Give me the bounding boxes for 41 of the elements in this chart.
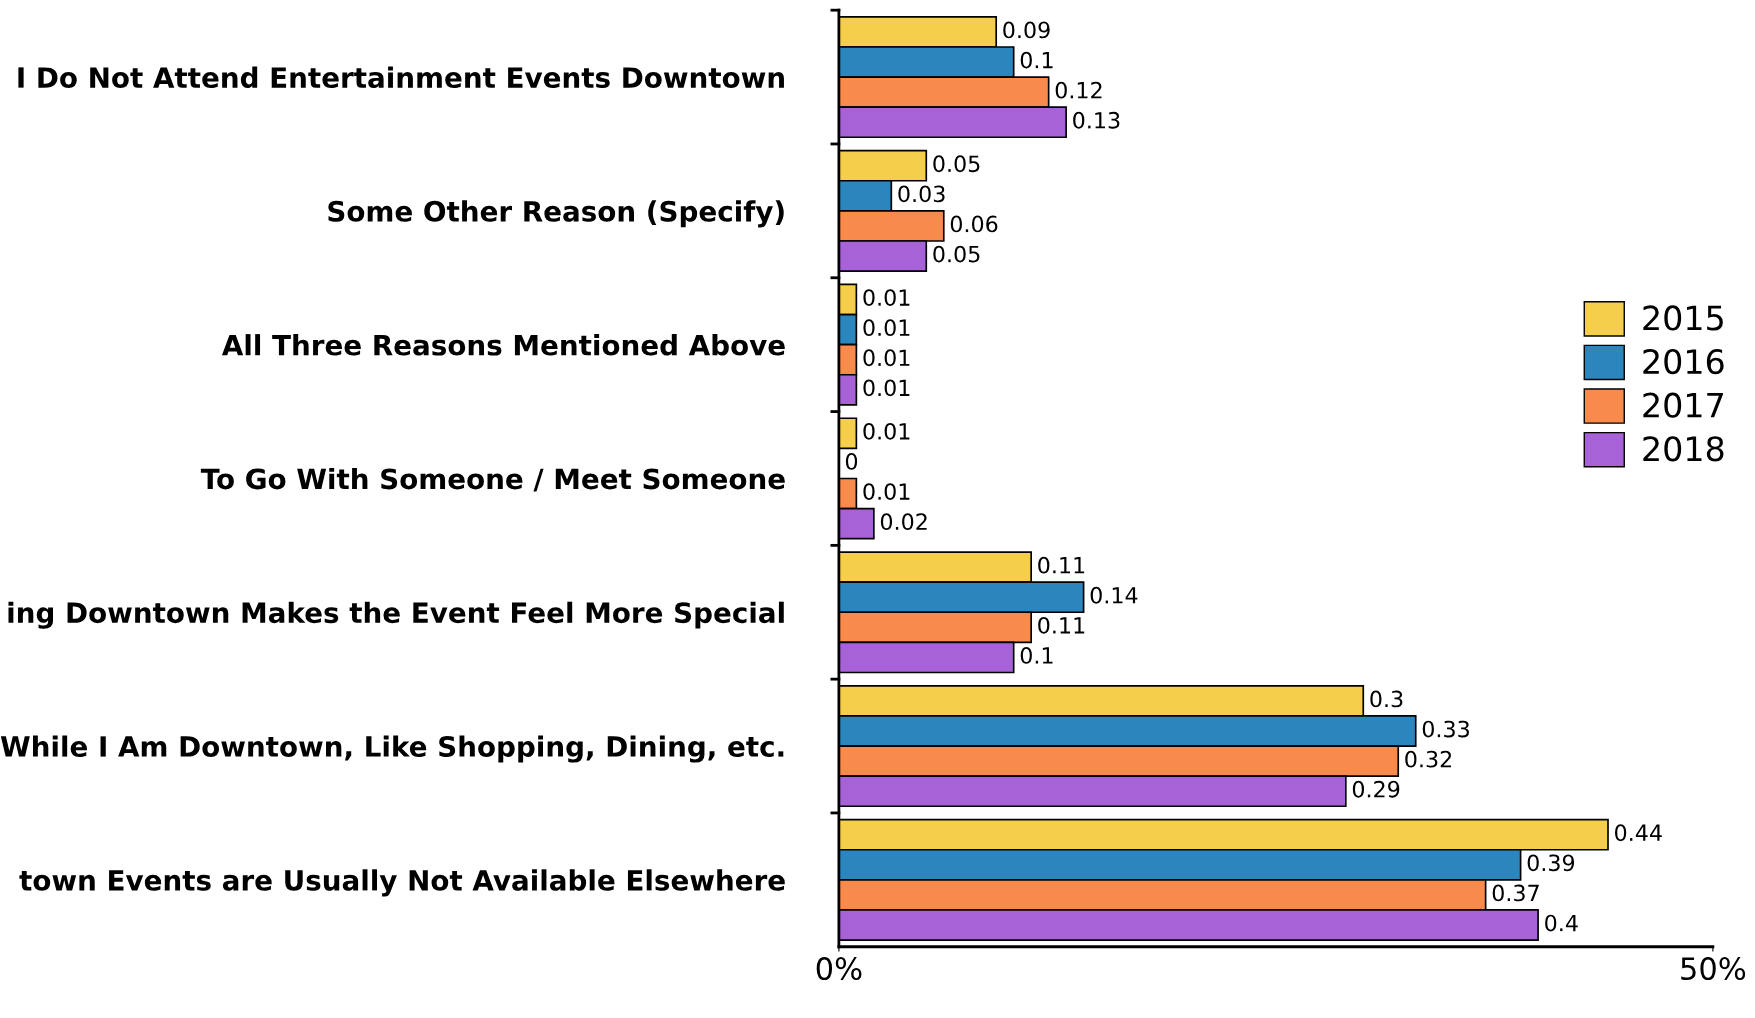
y-tick-label: All Three Reasons Mentioned Above [221, 334, 785, 356]
data-label: 0 [845, 453, 858, 470]
y-tick-label: ing Downtown Makes the Event Feel More Special [8, 601, 784, 629]
data-label: 0.11 [1038, 616, 1085, 634]
y-tick-label: Some Other Reason (Specify) [328, 200, 784, 228]
legend-label: 2015 [1643, 305, 1723, 331]
y-tick-label: While I Am Downtown, Like Shopping, Dining, etc. [0, 735, 784, 763]
data-label: 0.1 [1020, 647, 1053, 664]
data-label: 0.01 [863, 379, 910, 397]
data-label: 0.32 [1405, 750, 1452, 768]
data-label: 0.09 [1003, 21, 1050, 39]
data-label: 0.33 [1422, 720, 1469, 738]
data-label: 0.1 [1020, 51, 1053, 69]
data-label: 0.06 [950, 215, 998, 233]
y-tick-label: I Do Not Attend Entertainment Events Downtown [18, 66, 784, 89]
data-label: 0.01 [863, 319, 910, 337]
data-label: 0.11 [1038, 556, 1085, 574]
legend-label: 2017 [1643, 392, 1723, 418]
data-label: 0.4 [1545, 914, 1578, 932]
legend-label: 2018 [1643, 436, 1724, 462]
legend-label: 2016 [1643, 348, 1724, 375]
data-label: 0.01 [863, 422, 910, 440]
data-label: 0.05 [933, 155, 980, 173]
data-label: 0.44 [1615, 824, 1662, 842]
data-label: 0.01 [863, 349, 910, 367]
x-tick-label: 50% [1681, 957, 1746, 981]
data-label: 0.03 [898, 185, 945, 203]
data-label: 0.02 [880, 513, 927, 531]
data-label: 0.39 [1527, 854, 1575, 872]
data-label: 0.13 [1073, 111, 1120, 129]
data-label: 0.01 [863, 289, 910, 306]
data-label: 0.01 [863, 483, 910, 500]
data-label: 0.3 [1370, 690, 1403, 708]
data-label: 0.05 [933, 245, 980, 263]
data-label: 0.12 [1055, 81, 1102, 99]
x-tick-label: 0% [816, 957, 862, 981]
data-label: 0.37 [1492, 884, 1539, 902]
data-label: 0.14 [1090, 586, 1138, 604]
data-label: 0.29 [1352, 780, 1400, 798]
y-tick-label: town Events are Usually Not Available Elsewhere [19, 869, 785, 897]
y-tick-label: To Go With Someone / Meet Someone [200, 467, 785, 492]
